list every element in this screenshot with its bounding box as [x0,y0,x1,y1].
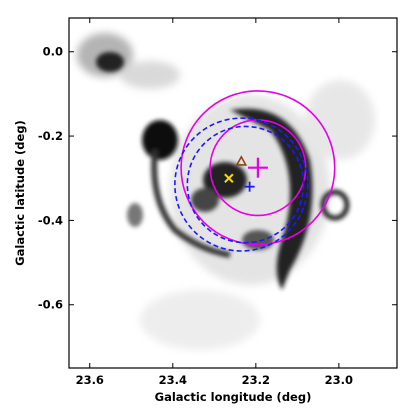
x-tick-label: 23.4 [159,373,187,387]
marker-x-3 [224,173,234,183]
y-tick-label: -0.4 [38,213,63,227]
marker-plus-large-1 [247,157,268,178]
marker-plus-2 [244,181,255,192]
region-circle-4 [174,117,309,252]
marker-triangle-4 [235,155,248,166]
x-tick-label: 23.0 [325,373,353,387]
x-tick-label: 23.6 [76,373,104,387]
y-axis-label: Galactic latitude (deg) [13,120,27,266]
axes-frame [68,17,398,369]
y-tick-label: -0.2 [38,129,63,143]
x-axis-label: Galactic longitude (deg) [155,390,312,404]
region-circle-3 [186,125,305,244]
x-tick-label: 23.2 [242,373,270,387]
overlay-layer [174,90,336,252]
y-tick-label: -0.6 [38,298,63,312]
tick-layer: 23.6 23.4 23.2 23.0 0.0 -0.2 -0.4 -0.6 [38,18,397,387]
y-tick-label: 0.0 [43,45,63,59]
region-circle-1 [180,90,336,246]
